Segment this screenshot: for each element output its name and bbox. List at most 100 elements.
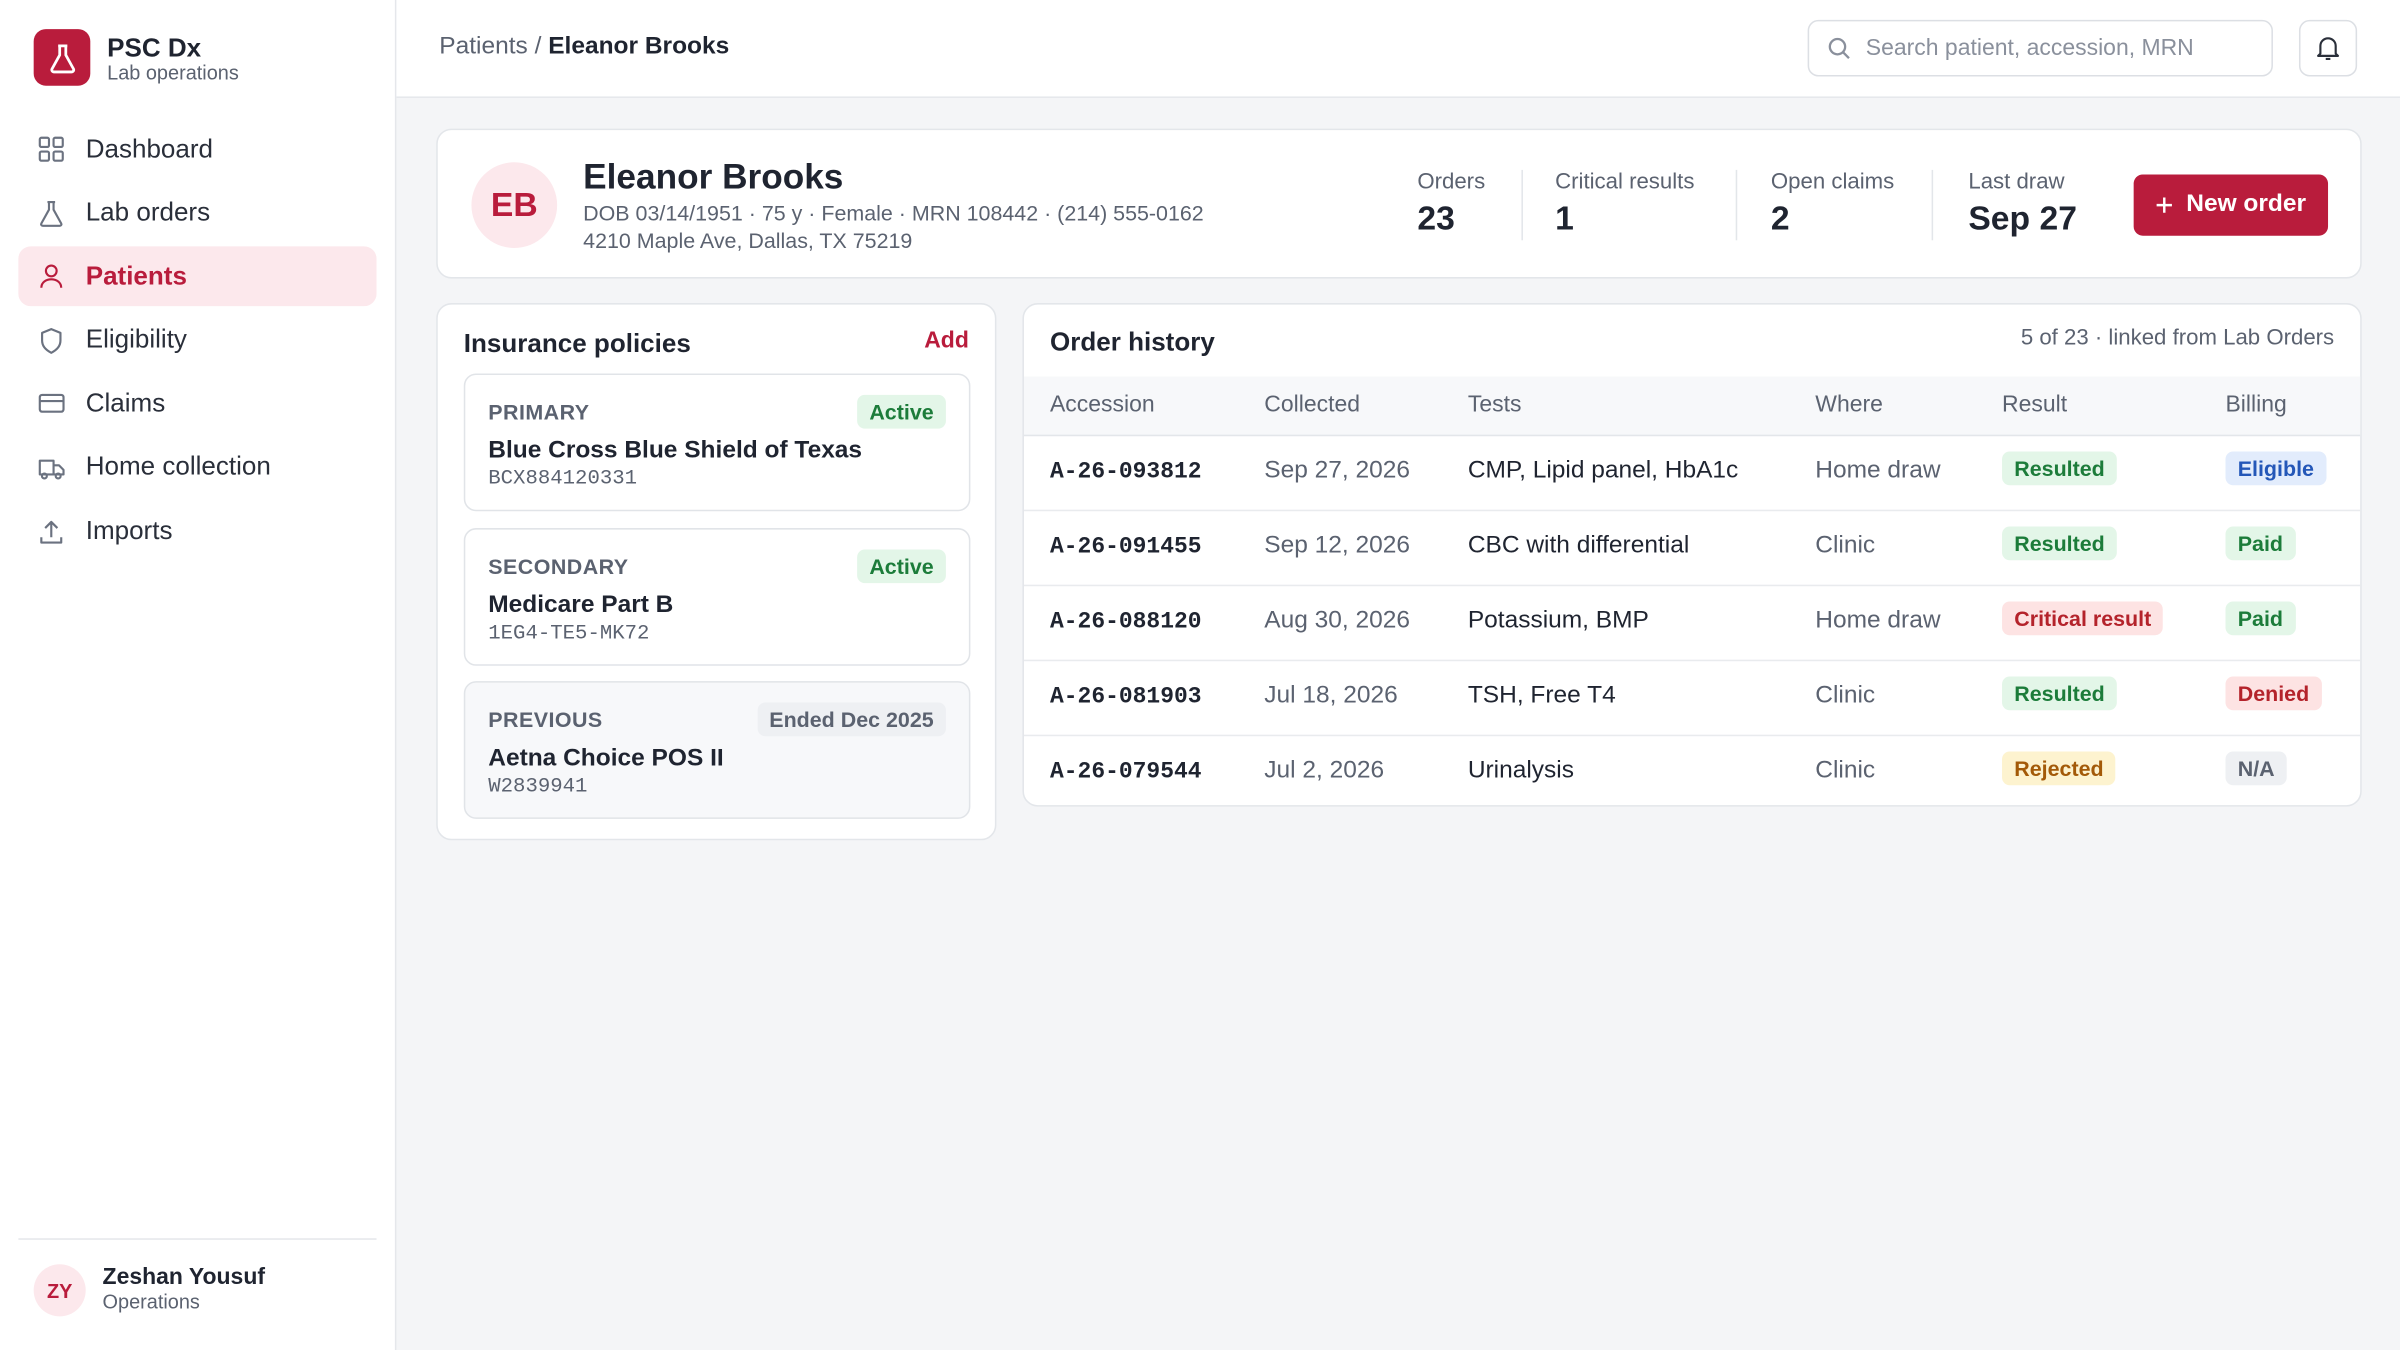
policy-plan: Blue Cross Blue Shield of Texas (488, 437, 863, 464)
nav-item[interactable]: Home collection (18, 438, 376, 498)
nav-label: Dashboard (85, 133, 214, 164)
policy-plan: Aetna Choice POS II (488, 745, 724, 772)
where-cell: Home draw (1815, 607, 1941, 634)
stat: Orders 23 (1417, 170, 1485, 239)
nav-icon (41, 327, 62, 354)
policy-plan: Medicare Part B (488, 591, 674, 618)
cell: Resulted (2002, 676, 2118, 711)
billing-badge: Paid (2225, 601, 2296, 636)
stat-label: Critical results (1555, 169, 1695, 195)
column-header: Where (1815, 391, 1883, 418)
user-avatar[interactable]: ZY (33, 1264, 86, 1317)
where-cell: Home draw (1815, 457, 1941, 484)
collected-cell: Aug 30, 2026 (1264, 607, 1410, 634)
nav-item[interactable]: Patients (18, 246, 377, 307)
add-policy[interactable]: Add (924, 327, 969, 354)
stat-label: Last draw (1968, 169, 2065, 195)
nav-item[interactable]: Claims (18, 374, 376, 434)
collected-cell: Jul 2, 2026 (1264, 757, 1385, 784)
nav-item[interactable]: Dashboard (18, 119, 376, 179)
insurance-card: Insurance policies Add PRIMARY Active Blue… (436, 303, 997, 841)
accession-cell: A-26-079544 (1049, 759, 1202, 786)
orders-note: 5 of 23 · linked from Lab Orders (2020, 326, 2335, 351)
where-cell: Clinic (1815, 757, 1876, 784)
breadcrumb-parent[interactable]: Patients (439, 33, 528, 60)
policy-member-id: BCX884120331 (488, 468, 638, 492)
tests-cell: CBC with differential (1467, 532, 1690, 559)
order-row[interactable]: A-26-079544 Jul 2, 2026 Urinalysis Clinic Re… (1024, 735, 2360, 805)
policy-rank: PRIMARY (488, 399, 590, 424)
policy-status: Ended Dec 2025 (757, 702, 946, 737)
where-cell: Clinic (1815, 532, 1876, 559)
column-header: Accession (1049, 391, 1155, 418)
stat-label: Open claims (1770, 169, 1895, 195)
orders-card: Order history 5 of 23 · linked from Lab … (1022, 303, 2362, 807)
new-order-button[interactable]: New order (2133, 174, 2329, 236)
order-row[interactable]: A-26-093812 Sep 27, 2026 CMP, Lipid panel,… (1023, 435, 2361, 512)
stat: Critical results 1 (1555, 170, 1694, 239)
policy: PRIMARY Active Blue Cross Blue Shield of T… (463, 373, 971, 512)
collected-cell: Sep 12, 2026 (1264, 532, 1410, 559)
column-header: Billing (2225, 391, 2287, 418)
stat-divider (1521, 169, 1523, 241)
topbar: Patients / Eleanor Brooks Search patient… (396, 0, 2400, 98)
stat-value: 23 (1417, 198, 1455, 238)
nav-item[interactable]: Eligibility (18, 310, 376, 370)
cell: N/A (2225, 751, 2287, 786)
tests-cell: Urinalysis (1467, 757, 1574, 784)
patient-avatar: EB (471, 162, 558, 248)
cell: Denied (2225, 676, 2322, 711)
nav-label: Home collection (85, 452, 271, 482)
policy: SECONDARY Active Medicare Part B 1EG4-TE5-M… (463, 527, 971, 666)
policy-status: Active (857, 394, 946, 429)
stat-value: 1 (1555, 198, 1574, 238)
nav-icon (38, 459, 65, 480)
tests-cell: Potassium, BMP (1467, 607, 1649, 634)
orders-title: Order history (1049, 327, 1215, 357)
stat-value: 2 (1770, 198, 1790, 238)
notifications[interactable] (2298, 19, 2358, 77)
new-order-label: New order (2186, 191, 2307, 218)
brand-name: PSC Dx (107, 33, 202, 63)
sidebar: PSC Dx Lab operations Dashboard Lab order… (0, 0, 397, 1350)
nav-icon (40, 200, 63, 227)
where-cell: Clinic (1815, 682, 1876, 709)
billing-badge: N/A (2225, 751, 2287, 786)
nav-item[interactable]: Imports (18, 501, 376, 561)
collected-cell: Sep 27, 2026 (1264, 457, 1410, 484)
policy-status: Active (857, 548, 946, 583)
patient-card: EB Eleanor Brooks DOB 03/14/1951 · 75 y … (436, 128, 2362, 279)
nav-item[interactable]: Lab orders (18, 183, 376, 243)
cell: Paid (2225, 526, 2296, 561)
result-badge: Critical result (2002, 601, 2164, 636)
order-row[interactable]: A-26-088120 Aug 30, 2026 Potassium, BMP Hom… (1023, 585, 2361, 662)
nav-icon (40, 520, 63, 543)
result-badge: Resulted (2002, 676, 2118, 711)
order-row[interactable]: A-26-081903 Jul 18, 2026 TSH, Free T4 Clini… (1023, 660, 2361, 737)
accession-cell: A-26-088120 (1049, 609, 1202, 636)
nav-label: Lab orders (85, 197, 211, 227)
nav-label: Eligibility (85, 324, 187, 354)
cell: Critical result (2002, 601, 2164, 636)
patient-name: Eleanor Brooks (583, 156, 844, 196)
billing-badge: Denied (2225, 676, 2322, 711)
stat-divider (1735, 169, 1738, 241)
patient-demographics: DOB 03/14/1951 · 75 y · Female · MRN 108… (583, 200, 1204, 225)
tests-cell: CMP, Lipid panel, HbA1c (1467, 457, 1739, 484)
billing-badge: Eligible (2225, 451, 2327, 486)
policy-member-id: 1EG4-TE5-MK72 (488, 622, 650, 646)
billing-badge: Paid (2225, 526, 2296, 561)
brand-subtitle: Lab operations (107, 61, 239, 85)
order-row[interactable]: A-26-091455 Sep 12, 2026 CBC with differen… (1023, 510, 2361, 587)
cell: Paid (2225, 601, 2296, 636)
policy-rank: PREVIOUS (488, 707, 603, 732)
policy: PREVIOUS Ended Dec 2025 Aetna Choice POS I… (463, 681, 971, 819)
search[interactable]: Search patient, accession, MRN (1807, 19, 2273, 77)
stat-label: Orders (1417, 169, 1486, 195)
nav-icon (38, 394, 65, 414)
logo (33, 29, 91, 86)
nav-icon (38, 136, 64, 162)
divider (18, 1238, 377, 1240)
policy-rank: SECONDARY (488, 553, 629, 578)
